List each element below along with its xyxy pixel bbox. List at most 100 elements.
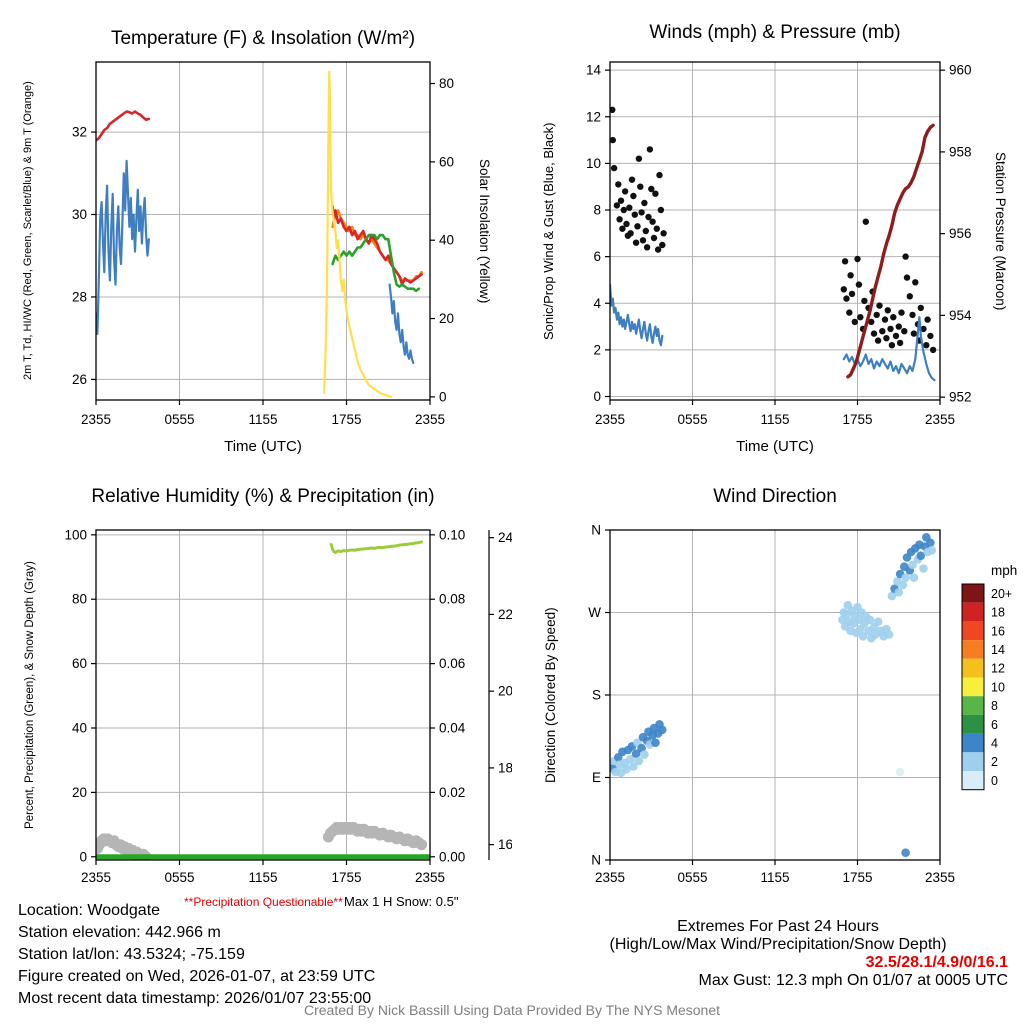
svg-text:12: 12 (586, 109, 601, 124)
svg-text:100: 100 (64, 527, 87, 542)
svg-text:S: S (592, 688, 601, 703)
svg-text:2355: 2355 (595, 870, 625, 885)
extremes-subheading: (High/Low/Max Wind/Precipitation/Snow De… (609, 936, 947, 953)
svg-text:80: 80 (72, 592, 87, 607)
svg-text:0: 0 (79, 849, 87, 864)
credit-line: Created By Nick Bassill Using Data Provi… (303, 1002, 721, 1018)
svg-text:1755: 1755 (842, 870, 872, 885)
svg-text:W: W (588, 605, 601, 620)
svg-text:mph: mph (991, 563, 1017, 578)
humidity-precipitation-chart: 2355 0555 1155 1755 2355 0 20 40 60 80 100 0.00 0.02… (64, 527, 512, 885)
svg-text:0: 0 (439, 389, 447, 404)
svg-text:0.00: 0.00 (439, 849, 465, 864)
svg-text:2: 2 (991, 755, 998, 769)
svg-text:1755: 1755 (331, 412, 361, 427)
humidity-chart-title: Relative Humidity (%) & Precipitation (i… (91, 486, 435, 507)
svg-text:4: 4 (991, 736, 998, 750)
svg-text:20.0: 20.0 (498, 684, 512, 699)
svg-text:24.0: 24.0 (498, 530, 512, 545)
svg-text:26: 26 (72, 372, 87, 387)
svg-text:20: 20 (72, 785, 87, 800)
svg-text:0.08: 0.08 (439, 592, 465, 607)
winds-pressure-chart: 2355 0555 1155 1755 2355 0 2 4 6 8 10 12 14 952 954 956… (586, 61, 972, 427)
svg-text:6: 6 (593, 249, 601, 264)
figure-created-timestamp: Figure created on Wed, 2026-01-07, at 23… (18, 968, 376, 985)
svg-text:80: 80 (439, 76, 454, 91)
most-recent-data-timestamp: Most recent data timestamp: 2026/01/07 2… (18, 990, 372, 1007)
svg-text:0.10: 0.10 (439, 527, 465, 542)
svg-text:2355: 2355 (81, 870, 111, 885)
svg-text:2355: 2355 (81, 412, 111, 427)
winds-chart-ylabel-right: Station Pressure (Maroon) (993, 151, 1008, 311)
svg-text:32: 32 (72, 125, 87, 140)
svg-text:1755: 1755 (331, 870, 361, 885)
temperature-insolation-chart: 2355 0555 1155 1755 2355 26 28 30 32 0 20 40 60 80 (72, 61, 454, 427)
svg-text:40: 40 (72, 721, 87, 736)
svg-text:2355: 2355 (415, 412, 445, 427)
svg-text:10: 10 (586, 156, 601, 171)
svg-text:8: 8 (593, 203, 601, 218)
wind-direction-chart-title: Wind Direction (713, 486, 837, 507)
svg-text:1755: 1755 (842, 412, 872, 427)
svg-text:18: 18 (991, 606, 1005, 620)
svg-text:0: 0 (991, 774, 998, 788)
winds-chart-ylabel-left: Sonic/Prop Wind & Gust (Blue, Black) (541, 122, 556, 340)
station-location: Location: Woodgate (18, 902, 161, 919)
svg-text:0.06: 0.06 (439, 656, 465, 671)
svg-text:N: N (591, 853, 601, 868)
svg-text:20: 20 (439, 311, 454, 326)
svg-text:958: 958 (949, 144, 972, 159)
temp-chart-xlabel: Time (UTC) (224, 438, 302, 455)
svg-text:0: 0 (593, 389, 601, 404)
svg-text:4: 4 (593, 296, 601, 311)
svg-text:1155: 1155 (760, 870, 789, 885)
winds-chart-xlabel: Time (UTC) (736, 438, 814, 455)
svg-text:0.04: 0.04 (439, 721, 466, 736)
station-latlon: Station lat/lon: 43.5324; -75.159 (18, 946, 245, 963)
svg-text:16.0: 16.0 (498, 837, 512, 852)
svg-text:14: 14 (586, 63, 602, 78)
svg-text:2355: 2355 (925, 870, 955, 885)
svg-text:0.02: 0.02 (439, 785, 465, 800)
svg-text:60: 60 (72, 656, 87, 671)
wind-direction-chart: 2355 0555 1155 1755 2355 N E S W N 20+ 18 16 14 12 10 8 6… (588, 523, 1017, 886)
wind-direction-ylabel-left: Direction (Colored By Speed) (543, 607, 558, 783)
svg-text:1155: 1155 (760, 412, 789, 427)
temp-chart-title: Temperature (F) & Insolation (W/m²) (110, 28, 416, 49)
temp-chart-ylabel-right: Solar Insolation (Yellow) (477, 158, 492, 304)
svg-text:0555: 0555 (677, 870, 707, 885)
svg-text:0555: 0555 (164, 412, 194, 427)
extremes-block: Extremes For Past 24 Hours (High/Low/Max… (548, 918, 1008, 990)
winds-chart-title: Winds (mph) & Pressure (mb) (649, 22, 901, 43)
svg-text:N: N (591, 523, 601, 538)
svg-text:2355: 2355 (595, 412, 625, 427)
svg-text:28: 28 (72, 289, 87, 304)
humidity-chart-ylabel-left: Percent, Precipitation (Green), & Snow D… (24, 561, 36, 829)
svg-text:8: 8 (991, 699, 998, 713)
svg-text:30: 30 (72, 207, 87, 222)
svg-text:1155: 1155 (248, 412, 277, 427)
extremes-values: 32.5/28.1/4.9/0/16.1 (865, 954, 1008, 971)
max-snow-note: Max 1 H Snow: 0.5" (344, 894, 459, 909)
svg-text:2: 2 (593, 342, 601, 357)
extremes-heading: Extremes For Past 24 Hours (677, 918, 879, 935)
svg-text:2355: 2355 (415, 870, 445, 885)
svg-text:E: E (592, 770, 601, 785)
svg-text:0555: 0555 (164, 870, 194, 885)
svg-text:20+: 20+ (991, 587, 1012, 601)
svg-text:952: 952 (949, 390, 972, 405)
svg-text:16: 16 (991, 624, 1005, 638)
svg-text:960: 960 (949, 63, 972, 78)
svg-text:0555: 0555 (677, 412, 707, 427)
svg-text:22.0: 22.0 (498, 607, 512, 622)
svg-text:60: 60 (439, 154, 454, 169)
temp-chart-ylabel-left: 2m T, Td, HI/WC (Red, Green, Scarlet/Blu… (22, 81, 34, 381)
svg-text:956: 956 (949, 226, 972, 241)
svg-text:10: 10 (991, 680, 1005, 694)
svg-text:18.0: 18.0 (498, 760, 512, 775)
svg-text:40: 40 (439, 233, 454, 248)
max-gust-line: Max Gust: 12.3 mph On 01/07 at 0005 UTC (698, 972, 1009, 989)
precip-questionable-note: **Precipitation Questionable** (184, 895, 343, 909)
svg-text:2355: 2355 (925, 412, 955, 427)
